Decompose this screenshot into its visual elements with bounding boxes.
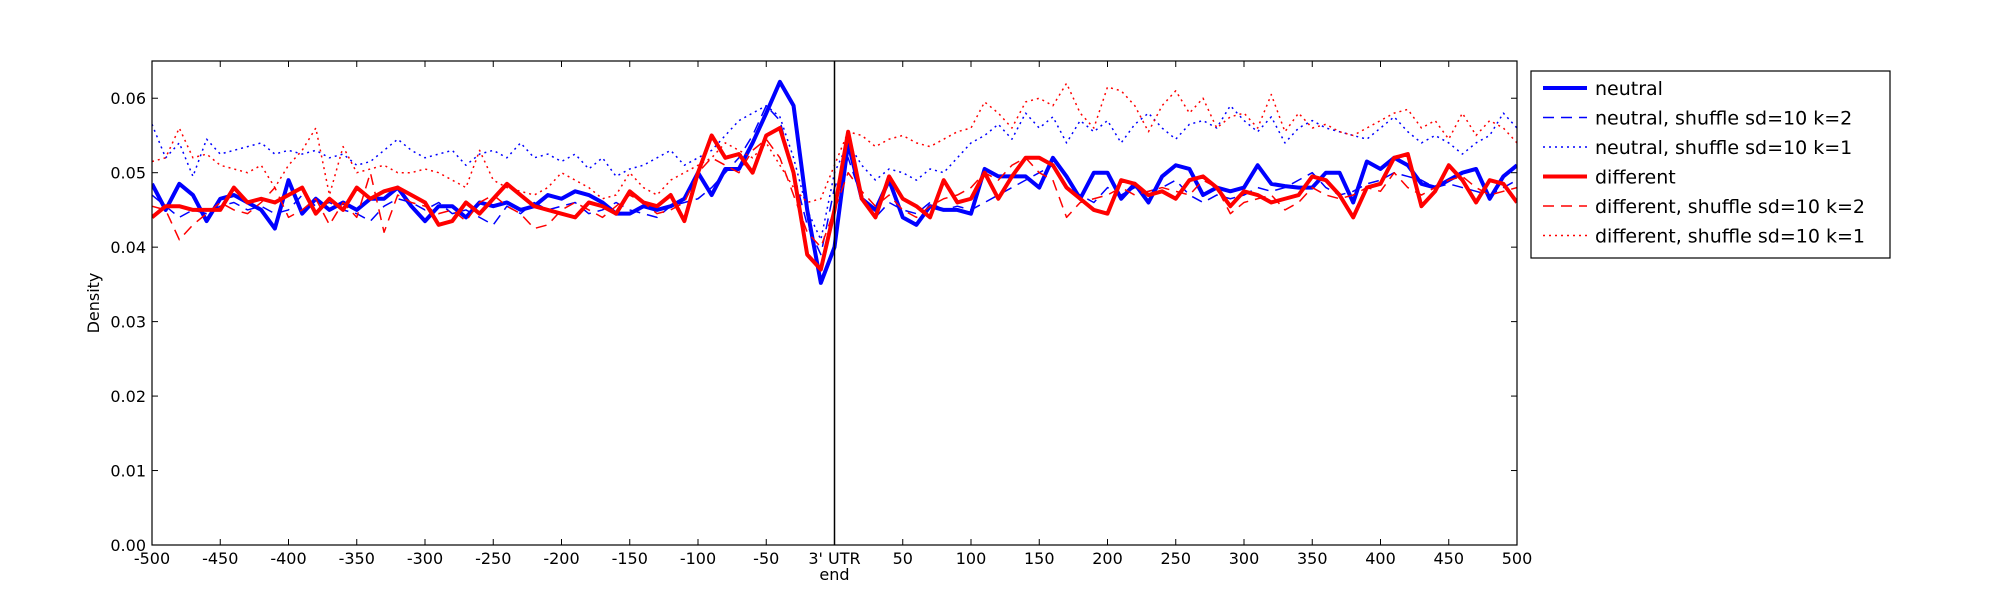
legend-label-1: neutral xyxy=(1595,78,1663,100)
x-tick-label: 450 xyxy=(1433,549,1464,568)
x-tick-label: -500 xyxy=(134,549,170,568)
y-axis-label: Density xyxy=(84,273,103,334)
legend-label-2: neutral, shuffle sd=10 k=2 xyxy=(1595,108,1852,130)
x-tick-label: 150 xyxy=(1024,549,1055,568)
x-tick-label: 300 xyxy=(1229,549,1260,568)
x-tick-label: -50 xyxy=(753,549,779,568)
x-tick-label: 50 xyxy=(893,549,913,568)
x-tick-label: 100 xyxy=(956,549,987,568)
x-axis: -500 -450 -400 -350 -300 -250 -200 -150 -100 -50 3… xyxy=(134,61,1532,584)
y-tick-label: 0.06 xyxy=(110,89,146,108)
x-tick-label: -200 xyxy=(543,549,579,568)
legend-frame xyxy=(1530,70,1891,259)
legend-label-5: different, shuffle sd=10 k=2 xyxy=(1595,196,1865,218)
y-tick-label: 0.02 xyxy=(110,387,146,406)
y-tick-label: 0.05 xyxy=(110,164,146,183)
legend-label-6: different, shuffle sd=10 k=1 xyxy=(1595,226,1865,248)
legend-label-3: neutral, shuffle sd=10 k=1 xyxy=(1595,137,1852,159)
x-tick-label: -250 xyxy=(475,549,511,568)
x-tick-label: -150 xyxy=(612,549,648,568)
y-tick-label: 0.01 xyxy=(110,462,146,481)
x-tick-label-extra: end xyxy=(819,565,849,584)
x-tick-label: -100 xyxy=(680,549,716,568)
plot-area xyxy=(151,60,1518,546)
y-tick-label: 0.04 xyxy=(110,238,146,257)
x-tick-label: 250 xyxy=(1160,549,1191,568)
x-tick-label: 400 xyxy=(1365,549,1396,568)
y-tick-label: 0.03 xyxy=(110,313,146,332)
y-tick-label: 0.00 xyxy=(110,536,146,555)
x-tick-label: 200 xyxy=(1092,549,1123,568)
x-tick-label: 350 xyxy=(1297,549,1328,568)
x-tick-label: 500 xyxy=(1502,549,1533,568)
y-axis: 0.00 0.01 0.02 0.03 0.04 0.05 0.06 xyxy=(110,89,1517,555)
x-tick-label: 3' UTR xyxy=(808,549,860,568)
legend-label-4: different xyxy=(1595,167,1676,189)
legend: neutral neutral, shuffle sd=10 k=2 neutral… xyxy=(1530,70,1891,259)
x-tick-label: -400 xyxy=(270,549,306,568)
x-tick-label: -450 xyxy=(202,549,238,568)
series-line-5 xyxy=(152,138,1517,248)
x-tick-label: -300 xyxy=(407,549,443,568)
x-tick-label: -350 xyxy=(339,549,375,568)
